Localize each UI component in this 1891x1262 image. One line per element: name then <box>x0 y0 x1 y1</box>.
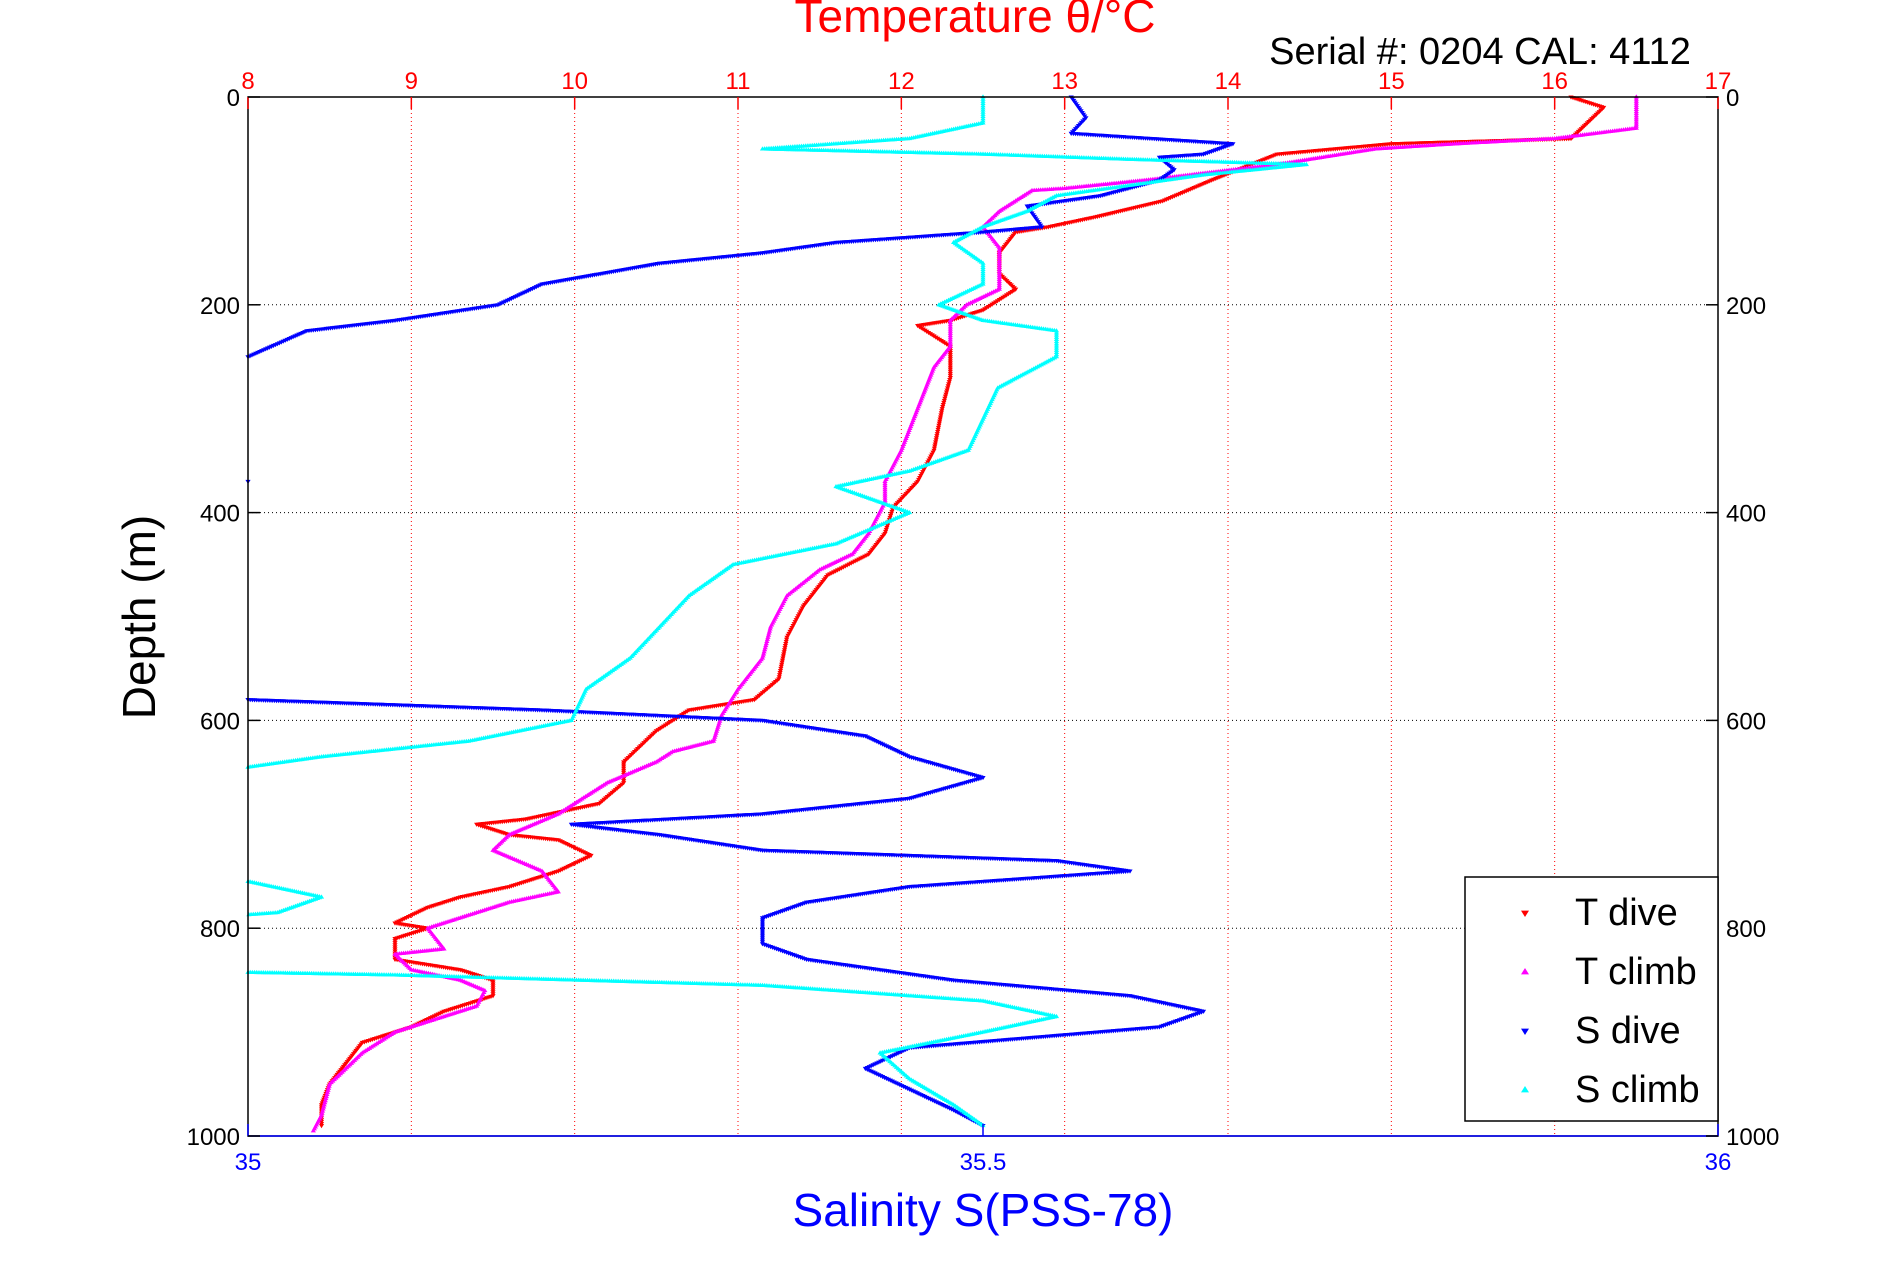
data-point <box>766 628 773 633</box>
data-point <box>765 632 772 637</box>
data-point <box>996 245 1002 250</box>
data-point <box>980 118 986 123</box>
data-point <box>763 642 769 648</box>
data-point <box>323 1093 329 1099</box>
data-point <box>322 1098 328 1103</box>
data-point <box>980 109 986 114</box>
data-point <box>947 319 953 325</box>
series-t-dive <box>318 95 1607 1129</box>
data-points <box>245 94 1639 1133</box>
data-point <box>324 1089 331 1094</box>
data-point <box>321 1102 327 1107</box>
data-point <box>320 1106 326 1111</box>
data-point <box>996 264 1002 269</box>
data-point <box>980 98 986 103</box>
data-point <box>765 634 771 639</box>
data-point <box>1053 343 1060 348</box>
data-point <box>980 100 986 106</box>
data-point <box>947 330 953 335</box>
data-point <box>980 116 986 121</box>
data-point <box>760 651 767 656</box>
data-point <box>980 96 986 101</box>
data-point <box>947 322 953 327</box>
data-point <box>1053 338 1060 344</box>
data-point <box>318 1124 325 1129</box>
data-point <box>325 1085 332 1090</box>
data-point <box>1053 347 1060 352</box>
data-point <box>996 253 1002 258</box>
data-point <box>326 1083 332 1088</box>
data-point <box>1053 349 1060 354</box>
data-point <box>1053 334 1060 339</box>
chart-title: Temperature θ/°C <box>795 0 1156 42</box>
data-point <box>996 251 1002 256</box>
data-point <box>327 1081 333 1086</box>
data-point <box>947 317 953 322</box>
data-point <box>761 649 767 654</box>
data-point <box>996 249 1002 254</box>
data-point <box>1053 332 1060 337</box>
serial-label: Serial #: 0204 CAL: 4112 <box>1269 31 1691 73</box>
data-point <box>947 337 953 342</box>
data-point <box>996 268 1002 274</box>
data-point <box>1053 328 1060 333</box>
data-point <box>980 103 986 108</box>
data-point <box>996 255 1002 261</box>
data-point <box>1053 336 1060 341</box>
data-point <box>762 645 768 650</box>
data-point <box>310 1128 316 1133</box>
data-point <box>996 247 1002 252</box>
data-point <box>980 105 986 110</box>
data-point <box>764 636 770 641</box>
data-point <box>947 328 953 333</box>
data-point <box>325 1087 331 1092</box>
series-t-climb <box>310 94 1639 1133</box>
series-s-climb <box>245 94 1309 1128</box>
data-point <box>319 1110 325 1115</box>
data-point <box>760 653 766 658</box>
data-point <box>947 324 953 329</box>
data-point <box>321 1104 327 1109</box>
data-point <box>947 326 953 331</box>
data-point <box>947 341 953 346</box>
data-point <box>947 339 953 344</box>
data-point <box>947 335 953 340</box>
data-point <box>768 624 774 629</box>
data-point <box>766 630 772 635</box>
series-s-dive <box>245 95 1236 1129</box>
data-point <box>980 113 986 119</box>
data-point <box>1053 341 1060 346</box>
data-point <box>767 626 773 631</box>
data-point <box>764 638 770 643</box>
data-point <box>947 332 953 338</box>
data-point <box>996 260 1002 265</box>
data-point <box>996 258 1002 263</box>
data-point <box>762 647 768 652</box>
data-point <box>996 262 1002 267</box>
data-point <box>980 111 986 116</box>
data-point <box>324 1091 330 1096</box>
data-point <box>1053 345 1060 350</box>
data-point <box>1053 330 1060 335</box>
data-point <box>323 1095 329 1101</box>
data-point <box>996 266 1002 271</box>
data-point <box>763 640 769 646</box>
data-point <box>322 1100 328 1105</box>
data-point <box>319 1108 326 1113</box>
data-point <box>1053 351 1060 357</box>
data-point <box>980 107 986 112</box>
